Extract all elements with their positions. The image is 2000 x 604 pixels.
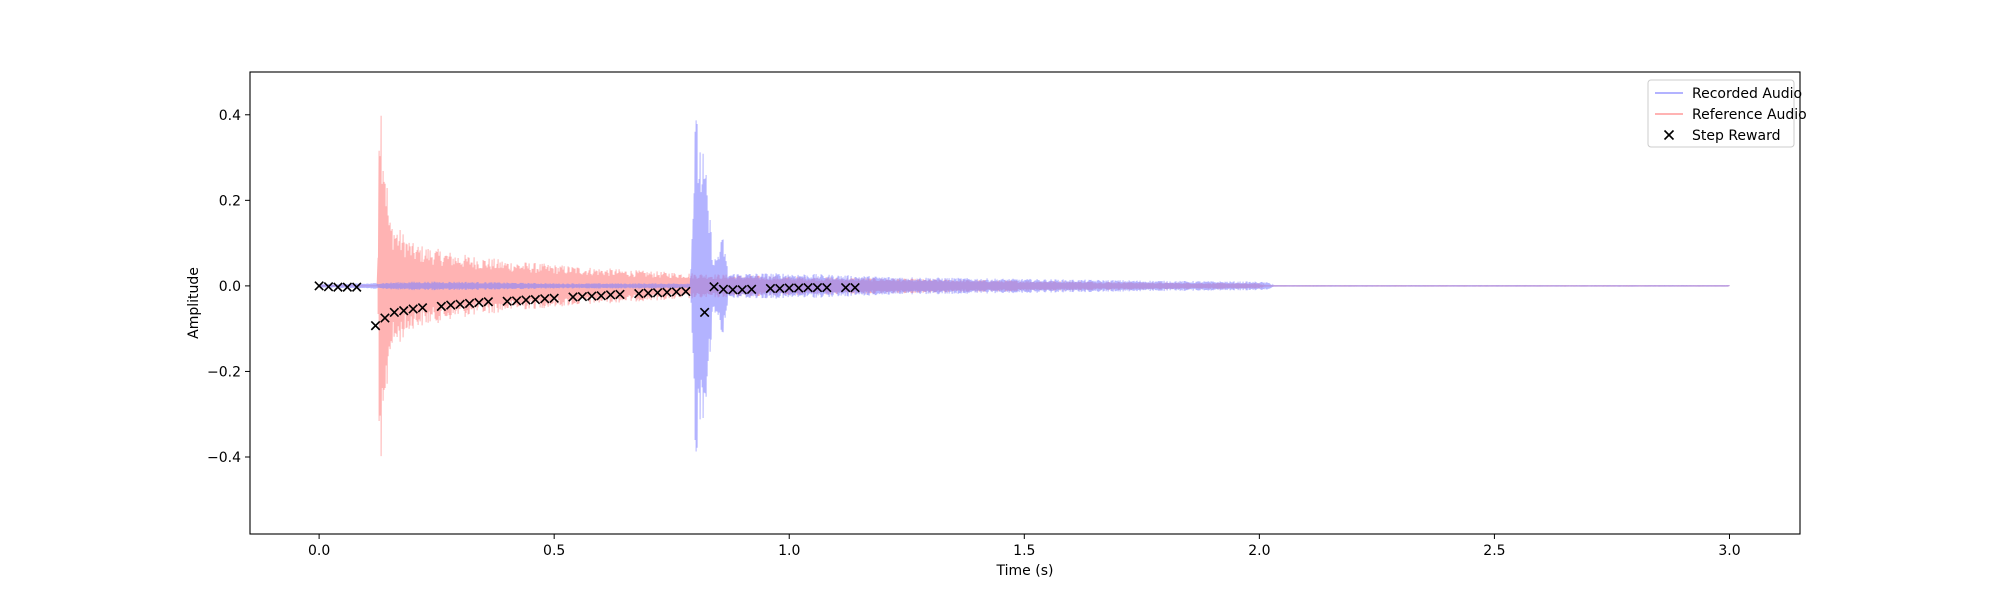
y-tick-label: 0.2 [219,193,241,209]
step-reward-point [577,291,588,302]
step-reward-point [511,296,522,306]
x-tick-label: 2.0 [1248,543,1270,559]
plot-area-frame [249,71,1801,535]
step-reward-point [417,302,428,313]
step-reward-point [502,296,512,307]
step-reward-point [699,307,710,318]
step-reward-point [342,282,353,292]
y-axis-label: Amplitude [186,267,202,339]
step-reward-point [455,299,465,310]
step-reward-point [587,291,597,301]
step-reward-point [671,287,682,297]
legend-label: Recorded Audio [1692,86,1802,102]
step-reward-point [483,296,494,307]
step-reward-point [662,287,672,298]
step-reward-point [521,295,531,305]
step-reward-point [370,320,381,331]
step-reward-point [549,293,559,304]
y-tick-label: 0.4 [219,108,241,124]
y-axis-ticks: −0.4 −0.2 0.0 0.2 0.4 [207,108,250,466]
y-tick-label: −0.2 [207,364,241,380]
legend-label: Step Reward [1692,128,1780,144]
step-reward-point [389,307,400,318]
step-reward-point [793,283,804,293]
step-reward-point [634,288,644,299]
step-reward-point [840,282,851,293]
step-reward-point [351,282,362,292]
series-layer [314,115,1730,457]
x-axis-label: Time (s) [996,563,1054,579]
y-tick-label: −0.4 [207,450,241,466]
step-reward-point [333,282,343,292]
x-tick-label: 1.5 [1013,543,1035,559]
x-tick-label: 2.5 [1483,543,1505,559]
step-reward-point [398,305,409,316]
legend: Recorded Audio Reference Audio Step Reward [1647,79,1807,148]
step-reward-point [568,292,578,302]
step-reward-point [718,284,729,295]
y-tick-label: 0.0 [219,279,241,295]
step-reward-point [436,301,447,312]
step-reward-point [728,284,738,295]
step-reward-point [737,284,747,295]
step-reward-point [784,283,794,293]
step-reward-point [314,281,324,291]
recorded-audio-line [318,120,1730,452]
x-tick-label: 3.0 [1718,543,1740,559]
step-reward-point [540,293,550,304]
step-reward-point [765,283,776,294]
legend-label: Reference Audio [1692,107,1807,123]
step-reward-point [803,282,813,293]
step-reward-point [596,290,606,301]
step-reward-point [474,297,484,308]
step-reward-point [605,290,616,300]
step-reward-point [709,281,719,292]
step-reward-point [775,283,785,294]
x-axis-ticks: 0.0 0.5 1.0 1.5 2.0 2.5 3.0 [308,534,1741,559]
legend-marker-swatch [1663,129,1675,141]
step-reward-point [408,304,418,314]
step-reward-point [323,281,334,292]
step-reward-point [652,287,663,298]
legend-box [1647,79,1795,148]
step-reward-point [643,288,653,298]
step-reward-point [822,282,832,293]
step-reward-point [746,284,757,295]
x-tick-label: 0.5 [543,543,565,559]
step-reward-point [464,298,475,309]
step-reward-point [445,300,456,310]
step-reward-point [615,289,625,300]
step-reward-point [380,313,390,323]
x-tick-label: 1.0 [778,543,800,559]
step-reward-point [812,282,823,293]
step-reward-point [530,294,541,305]
step-reward-point [681,286,691,297]
x-tick-label: 0.0 [308,543,330,559]
step-reward-point [850,282,860,293]
